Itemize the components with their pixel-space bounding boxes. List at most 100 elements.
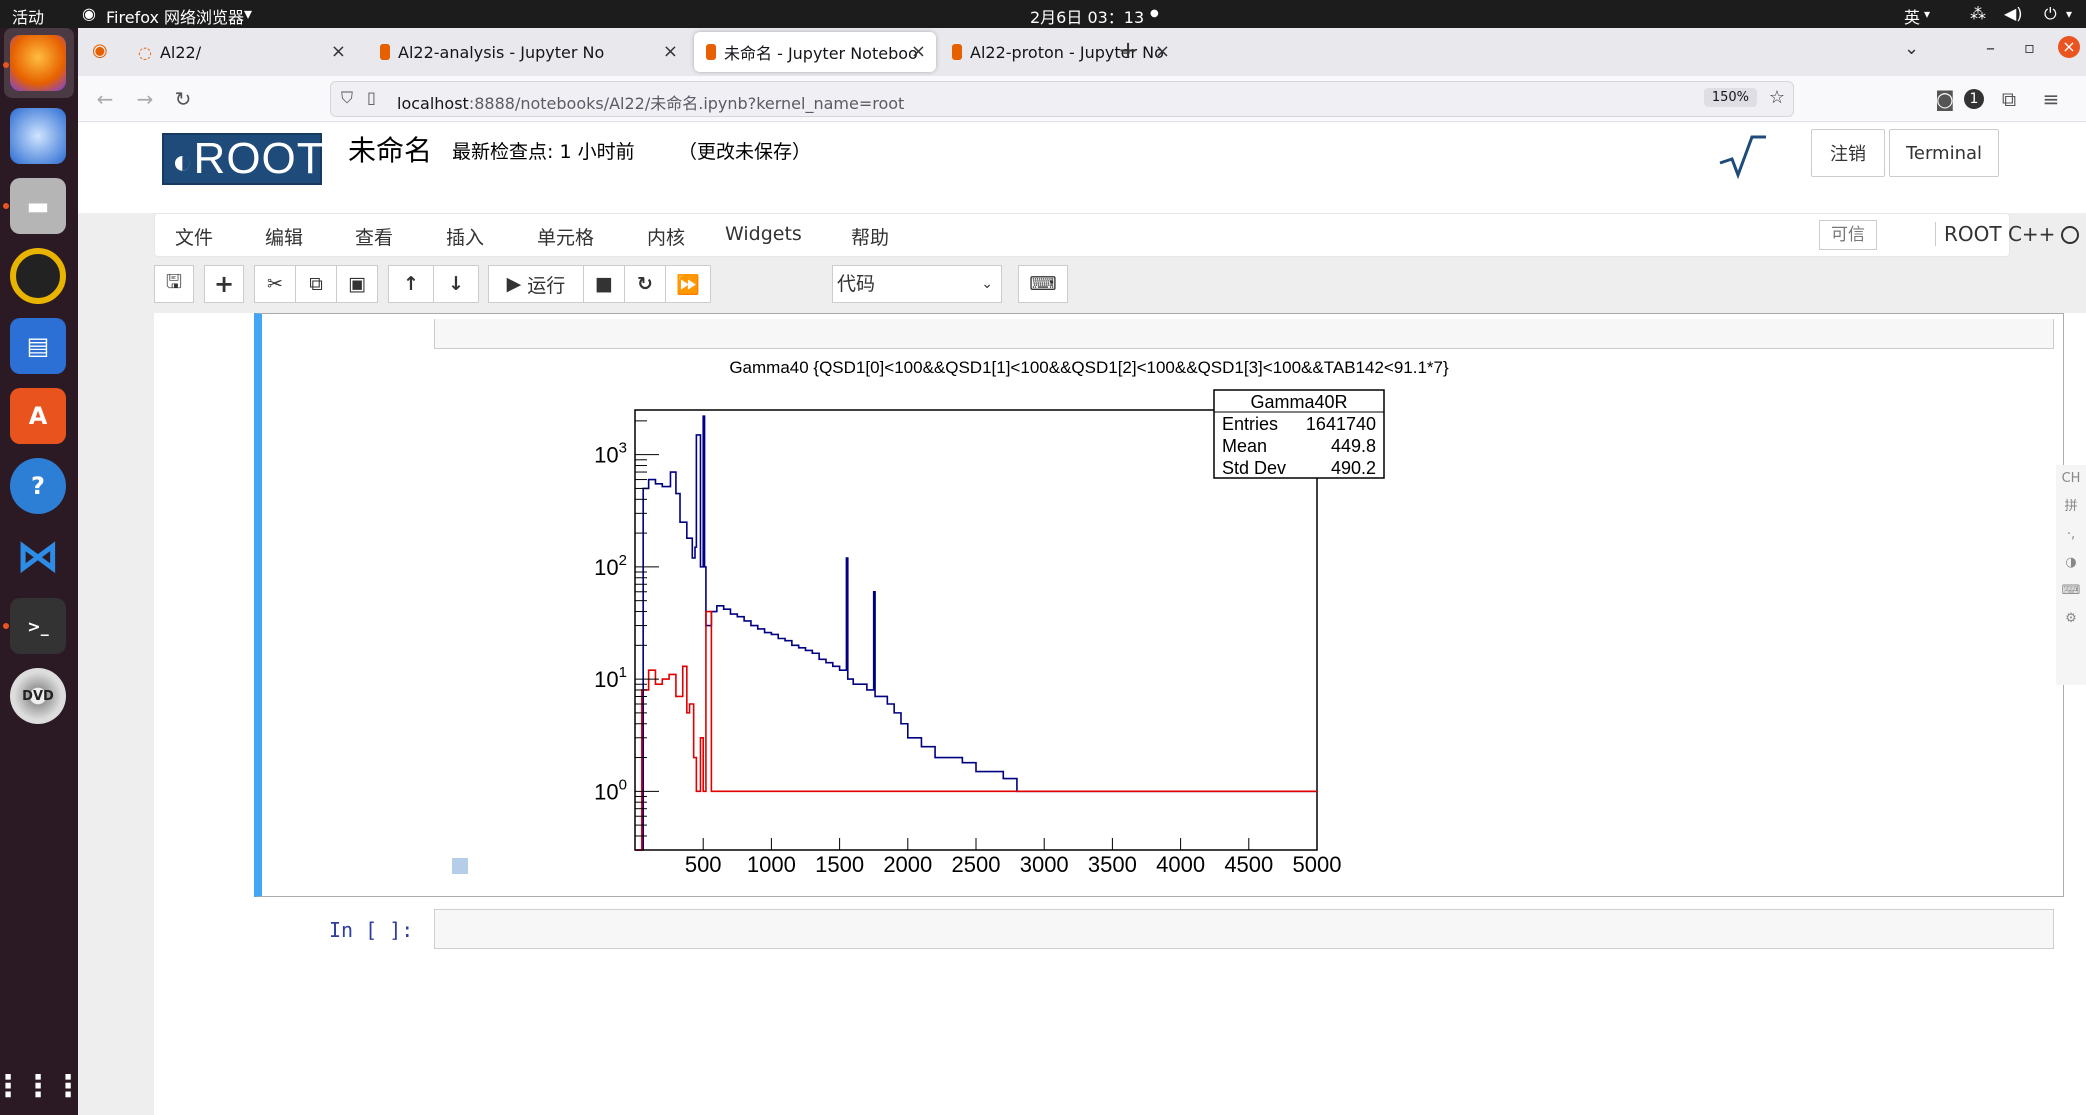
running-indicator <box>3 623 9 629</box>
stats-value: 490.2 <box>1331 458 1376 478</box>
ime-pinyin-icon[interactable]: 拼 <box>2064 499 2078 514</box>
menu-widgets[interactable]: Widgets <box>725 223 802 245</box>
pocket-icon[interactable]: ◙ <box>1935 87 1955 111</box>
fast-forward-icon: ⏩ <box>676 273 700 296</box>
maximize-icon[interactable]: ▫ <box>2024 38 2035 57</box>
cut-button[interactable]: ✂ <box>254 265 296 303</box>
firefox-view-icon[interactable]: ◉ <box>92 40 108 61</box>
firefox-app-icon: ◉ <box>82 4 96 23</box>
close-icon[interactable]: × <box>910 41 926 62</box>
back-icon[interactable]: ← <box>96 87 114 111</box>
cell-output-area <box>434 319 2054 349</box>
stop-icon: ■ <box>595 273 613 295</box>
shield-icon[interactable]: ⛉ <box>341 88 354 107</box>
dvd-icon[interactable]: DVD <box>10 668 66 724</box>
files-icon[interactable]: ▬ <box>10 178 66 234</box>
menu-file[interactable]: 文件 <box>175 227 214 249</box>
cell-type-select[interactable]: 代码 ⌄ <box>832 265 1002 303</box>
new-tab-icon[interactable]: + <box>1118 36 1139 64</box>
tab-al22[interactable]: ◌ Al22/ × <box>126 32 356 72</box>
volume-icon[interactable]: ◀) <box>2004 4 2023 23</box>
close-window-icon[interactable]: × <box>2058 36 2080 58</box>
logo-text: ROOT <box>193 134 325 183</box>
trusted-indicator[interactable]: 可信 <box>1819 220 1877 250</box>
menu-kernel[interactable]: 内核 <box>647 227 686 249</box>
output-resize-handle[interactable] <box>452 858 468 874</box>
menu-help[interactable]: 帮助 <box>851 227 890 249</box>
input-prompt: In [ ]: <box>329 918 414 942</box>
extension-badge-icon[interactable]: 1 <box>1964 89 1984 109</box>
scissors-icon: ✂ <box>267 273 283 295</box>
menu-insert[interactable]: 插入 <box>446 227 485 249</box>
terminal-button[interactable]: Terminal <box>1889 129 1999 177</box>
network-icon[interactable]: ⁂ <box>1970 4 1986 23</box>
insert-cell-button[interactable]: + <box>204 265 244 303</box>
help-icon[interactable]: ? <box>10 458 66 514</box>
close-icon[interactable]: × <box>662 41 678 62</box>
code-cell-input[interactable] <box>434 909 2054 949</box>
power-icon[interactable]: ⏻ <box>2044 4 2057 23</box>
menu-cell[interactable]: 单元格 <box>537 227 595 249</box>
y-tick-label: 101 <box>594 664 627 692</box>
list-tabs-icon[interactable]: ⌄ <box>1904 38 1920 59</box>
paste-button[interactable]: ▣ <box>336 265 378 303</box>
copy-button[interactable]: ⧉ <box>295 265 337 303</box>
firefox-icon[interactable] <box>10 35 66 91</box>
interrupt-button[interactable]: ■ <box>583 265 625 303</box>
ime-lang[interactable]: CH <box>2061 471 2081 486</box>
menu-view[interactable]: 查看 <box>355 227 394 249</box>
arrow-down-icon: ↓ <box>448 273 464 295</box>
chevron-down-icon: ⌄ <box>981 276 993 292</box>
writer-icon[interactable]: ▤ <box>10 318 66 374</box>
notebook-icon <box>952 44 962 60</box>
app-menu[interactable]: Firefox 网络浏览器 <box>106 8 245 27</box>
ime-toolbar: CH 拼 ·, ◑ ⌨ ⚙ <box>2056 465 2086 685</box>
close-icon[interactable]: × <box>1154 41 1170 62</box>
tab-al22-analysis[interactable]: Al22-analysis - Jupyter No × <box>368 32 688 72</box>
x-tick-label: 2500 <box>952 852 1001 877</box>
notebook-title[interactable]: 未命名 <box>348 134 433 167</box>
software-icon[interactable]: A <box>10 388 66 444</box>
jupyter-header: ◐ROOT 未命名 最新检查点: 1 小时前 （更改未保存） 注销 Termin… <box>78 123 2086 213</box>
url-text[interactable]: localhost:8888/notebooks/Al22/未命名.ipynb?… <box>397 90 904 114</box>
terminal-icon[interactable]: >_ <box>10 598 66 654</box>
ime-soft-icon[interactable]: ⌨ <box>2061 583 2081 598</box>
restart-run-all-button[interactable]: ⏩ <box>665 265 711 303</box>
thunderbird-icon[interactable] <box>10 108 66 164</box>
move-down-button[interactable]: ↓ <box>433 265 479 303</box>
menu-edit[interactable]: 编辑 <box>265 227 304 249</box>
close-icon[interactable]: × <box>330 41 346 62</box>
bookmark-star-icon[interactable]: ☆ <box>1768 87 1785 108</box>
tab-al22-proton[interactable]: Al22-proton - Jupyter No × <box>940 32 1180 72</box>
tab-untitled[interactable]: 未命名 - Jupyter Noteboo × <box>694 32 936 72</box>
vscode-icon[interactable]: ⋈ <box>16 530 60 582</box>
y-axis: 103 102 101 100 <box>594 420 659 851</box>
cell-type-value: 代码 <box>837 273 876 295</box>
rhythmbox-icon[interactable] <box>10 248 66 304</box>
page-icon[interactable]: ▯ <box>367 88 376 107</box>
menu-icon[interactable]: ≡ <box>2042 87 2060 111</box>
root-logo[interactable]: ◐ROOT <box>162 133 325 185</box>
input-method-indicator[interactable]: 英 <box>1904 8 1921 27</box>
ime-half-icon[interactable]: ◑ <box>2065 555 2077 570</box>
logout-button[interactable]: 注销 <box>1811 129 1885 177</box>
run-button[interactable]: ▶ 运行 <box>488 265 584 303</box>
forward-icon[interactable]: → <box>136 87 154 111</box>
move-up-button[interactable]: ↑ <box>388 265 434 303</box>
clock[interactable]: 2月6日 03：13 <box>1030 8 1145 27</box>
restart-button[interactable]: ↻ <box>624 265 666 303</box>
x-tick-label: 1500 <box>815 852 864 877</box>
url-bar[interactable]: ⛉ ▯ localhost:8888/notebooks/Al22/未命名.ip… <box>330 81 1794 117</box>
stats-box-frame <box>1213 389 1385 479</box>
extensions-icon[interactable]: ⧉ <box>2001 87 2017 111</box>
show-apps-icon[interactable]: ⋮⋮⋮ <box>0 1068 83 1104</box>
command-palette-button[interactable]: ⌨ <box>1018 265 1068 303</box>
ime-punct-icon[interactable]: ·, <box>2066 527 2076 542</box>
activities-button[interactable]: 活动 <box>12 8 45 27</box>
save-button[interactable]: 🖫 <box>154 265 194 303</box>
zoom-indicator[interactable]: 150% <box>1703 88 1757 107</box>
ime-settings-icon[interactable]: ⚙ <box>2065 611 2077 626</box>
reload-icon[interactable]: ↻ <box>174 87 192 111</box>
minimize-icon[interactable]: – <box>1986 38 1995 59</box>
